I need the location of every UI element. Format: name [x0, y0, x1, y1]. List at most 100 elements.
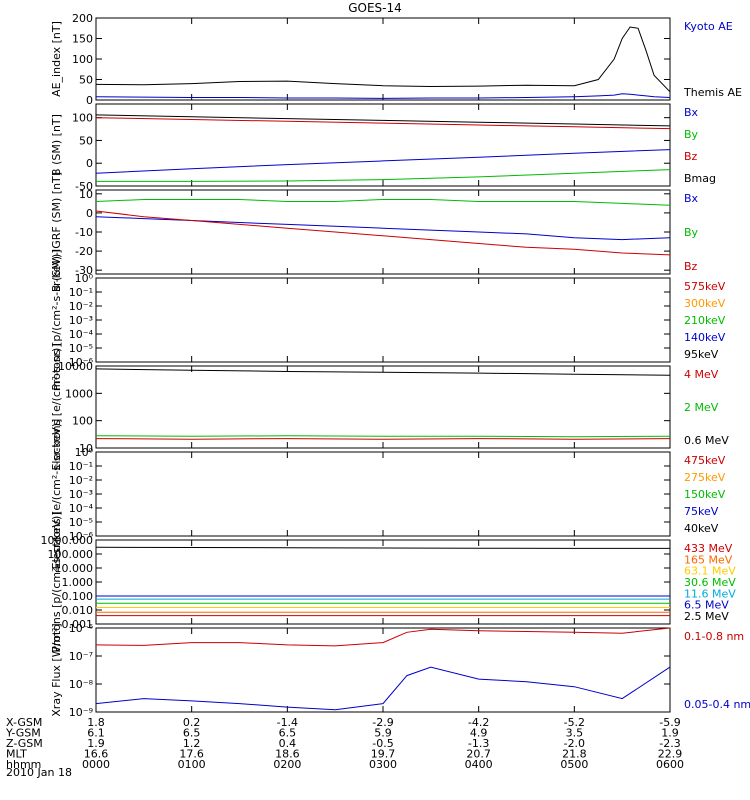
y-tick-label: 0.010 [62, 604, 94, 617]
y-tick-label: -10 [75, 226, 93, 239]
footer-value: -4.2 [468, 716, 489, 729]
y-tick-label: 10⁻² [69, 474, 93, 487]
footer-value: 3.5 [566, 727, 584, 740]
legend-label: Bz [684, 260, 698, 273]
y-tick-label: 50 [79, 74, 93, 87]
y-tick-label: 10⁰ [75, 272, 94, 285]
y-tick-label: 10⁻¹ [69, 460, 93, 473]
panel-frame [95, 451, 671, 537]
legend-label: 575keV [684, 280, 726, 293]
y-tick-label: 10⁻¹ [69, 286, 93, 299]
footer-row-label: hhmm [6, 758, 41, 771]
legend-label: 0.1-0.8 nm [684, 630, 744, 643]
footer-value: 1.9 [87, 737, 105, 750]
legend-label: 63.1 MeV [684, 565, 736, 578]
y-tick-label: 1000.000 [41, 534, 94, 547]
footer-value: 4.9 [470, 727, 488, 740]
y-tick-label: 10⁻³ [69, 314, 93, 327]
legend-label: Bz [684, 150, 698, 163]
y-axis-label: Protons [p/(cm²-s-sr-keV)] [50, 249, 63, 390]
footer-value: 1.9 [661, 727, 679, 740]
legend-label: 2 MeV [684, 401, 719, 414]
series-line [95, 435, 671, 438]
series-line [95, 93, 671, 99]
footer-value: 6.1 [87, 727, 105, 740]
y-axis-label: AE_index [nT] [50, 21, 63, 97]
footer-value: 18.6 [275, 748, 300, 761]
footer-value: 0100 [178, 758, 206, 771]
footer-value: 0500 [560, 758, 588, 771]
legend-label: 210keV [684, 314, 726, 327]
y-axis-label: B (SM) [nT] [50, 114, 63, 176]
y-tick-label: 10⁻⁶ [69, 622, 94, 635]
y-tick-label: 100 [72, 415, 93, 428]
footer-value: -1.4 [277, 716, 298, 729]
legend-label: Bmag [684, 172, 716, 185]
footer-value: 5.9 [374, 727, 392, 740]
panel-frame [95, 627, 671, 713]
y-tick-label: 10.000 [55, 562, 94, 575]
chart-panel: 0 50 100 150 200 AE_index [nT] Kyoto AE Themis … [50, 12, 742, 107]
y-tick-label: 1000 [65, 387, 93, 400]
y-tick-label: 10⁻⁴ [69, 502, 94, 515]
y-tick-label: -50 [75, 180, 93, 193]
y-tick-label: 10⁻⁶ [69, 530, 94, 543]
chart-panel: 10⁻⁶ 10⁻⁷ 10⁻⁸ 10⁻⁹ Xray Flux [W/m²] 0.1-0.8 … [50, 622, 750, 719]
legend-label: 275keV [684, 471, 726, 484]
legend-label: 433 MeV [684, 542, 733, 555]
legend-label: 75keV [684, 505, 719, 518]
legend-label: 40keV [684, 522, 719, 535]
panel-frame [95, 277, 671, 363]
footer-value: -5.9 [659, 716, 680, 729]
y-tick-label: 10⁻⁹ [69, 706, 93, 719]
panel-frame [95, 539, 671, 625]
y-tick-label: 0 [86, 94, 93, 107]
legend-label: Bx [684, 192, 699, 205]
footer-value: 0.2 [183, 716, 201, 729]
y-tick-label: 10⁻⁵ [69, 342, 93, 355]
y-tick-label: 10⁰ [75, 446, 94, 459]
legend-label: 4 MeV [684, 368, 719, 381]
legend-label: Kyoto AE [684, 20, 733, 33]
series-line [95, 210, 671, 256]
y-tick-label: 10000 [58, 360, 93, 373]
y-axis-label: B (SM)-IGRF (SM) [nT] [50, 172, 63, 292]
y-tick-label: -30 [75, 264, 93, 277]
y-tick-label: 10⁻⁶ [69, 356, 94, 369]
footer-value: 0400 [465, 758, 493, 771]
series-line [95, 149, 671, 174]
y-tick-label: 50 [79, 134, 93, 147]
y-axis-label: Protons [p/(cm²-s-sr-keV)] [50, 511, 63, 652]
y-axis-label: Electrons [e/(cm²-s-sr)] [50, 343, 63, 470]
legend-label: 300keV [684, 297, 726, 310]
series-line [95, 627, 671, 647]
y-tick-label: -20 [75, 245, 93, 258]
plot-title: GOES-14 [348, 1, 402, 15]
legend-label: 0.6 MeV [684, 434, 729, 447]
y-tick-label: 1.000 [62, 576, 94, 589]
legend-label: 30.6 MeV [684, 576, 736, 589]
footer-value: -2.3 [659, 737, 680, 750]
legend-label: 6.5 MeV [684, 599, 729, 612]
series-line [95, 666, 671, 711]
y-tick-label: 100 [72, 112, 93, 125]
footer-value: 19.7 [371, 748, 396, 761]
legend-label: 11.6 MeV [684, 587, 736, 600]
footer-value: 1.8 [87, 716, 105, 729]
series-line [95, 26, 671, 93]
legend-label: 165 MeV [684, 553, 733, 566]
footer-value: -1.3 [468, 737, 489, 750]
y-tick-label: 200 [72, 12, 93, 25]
legend-label: 150keV [684, 488, 726, 501]
y-tick-label: 10⁻⁷ [69, 650, 93, 663]
footer-value: -0.5 [372, 737, 393, 750]
series-line [95, 117, 671, 130]
legend-label: Bx [684, 106, 699, 119]
y-tick-label: 100 [72, 53, 93, 66]
legend-label: By [684, 128, 699, 141]
series-line [95, 114, 671, 127]
footer-value: 0600 [656, 758, 684, 771]
